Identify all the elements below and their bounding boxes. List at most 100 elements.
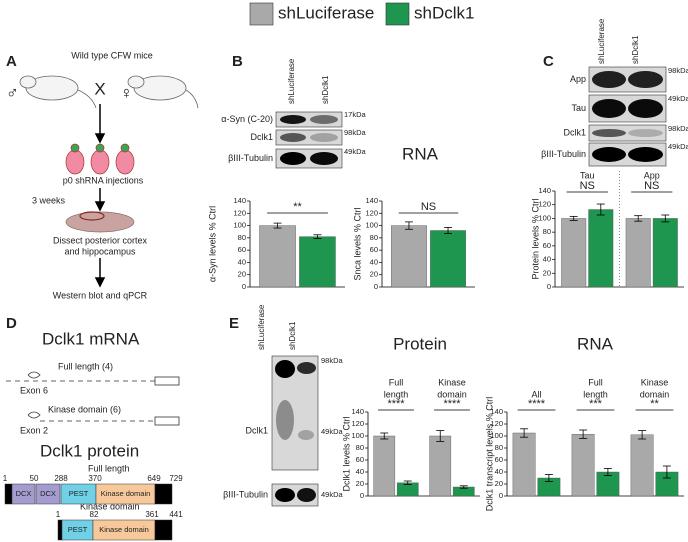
lane-label: shLuciferase: [287, 58, 296, 104]
y-tick-label: 80: [356, 443, 364, 452]
label: Kinase domain: [80, 501, 140, 511]
residue-number: 50: [30, 474, 39, 483]
lane-label: shDclk1: [321, 75, 330, 104]
size-marker: 98kDa: [344, 128, 367, 137]
y-tick-label: 60: [238, 245, 246, 254]
error-bar: [603, 467, 612, 477]
category-label: Full: [389, 377, 404, 387]
error-bar: [404, 221, 413, 230]
y-tick-label: 80: [543, 227, 551, 236]
category-label: Kinase: [641, 377, 669, 387]
legend-swatch: [385, 2, 410, 26]
y-tick-label: 140: [351, 407, 364, 416]
y-tick-label: 60: [495, 455, 503, 464]
legend-label: shDclk1: [414, 3, 474, 22]
label: Kinase domain (6): [48, 404, 121, 414]
y-tick-label: 80: [495, 443, 503, 452]
bar: [588, 209, 614, 288]
terminal: [57, 519, 63, 541]
error-bar: [520, 428, 529, 438]
bar: [571, 434, 595, 497]
heading: Dclk1 protein: [40, 441, 139, 460]
bar: [512, 432, 536, 497]
blot-band: [275, 360, 295, 378]
y-tick-label: 40: [495, 467, 503, 476]
blot-label: Dclk1: [563, 127, 586, 137]
residue-number: 1: [56, 510, 61, 519]
bar: [299, 236, 336, 288]
y-tick-label: 140: [538, 186, 551, 195]
y-tick-label: 140: [233, 196, 246, 205]
size-marker: 98kDa: [321, 356, 344, 365]
chart-title: Protein: [393, 334, 447, 353]
heading: Dclk1 mRNA: [42, 329, 140, 348]
category-label: All: [531, 389, 541, 399]
error-bar: [313, 234, 322, 239]
y-tick-label: 60: [370, 245, 378, 254]
y-axis-label: Dclk1 levels % Ctrl: [341, 416, 351, 491]
bar: [625, 218, 651, 288]
significance-label: ****: [387, 398, 405, 410]
error-bar: [403, 480, 412, 486]
y-tick-label: 0: [242, 282, 246, 291]
error-bar: [544, 473, 553, 483]
blot-band: [592, 99, 626, 118]
y-tick-label: 140: [365, 196, 378, 205]
y-tick-label: 80: [370, 233, 378, 242]
y-tick-label: 120: [365, 208, 378, 217]
blot-label: βIII-Tubulin: [541, 149, 586, 159]
domain-label: PEST: [68, 525, 88, 534]
blot-band: [628, 129, 663, 137]
panel-letter: C: [543, 53, 554, 70]
error-bar: [380, 432, 389, 440]
y-tick-label: 0: [547, 282, 551, 291]
error-bar: [444, 227, 453, 234]
error-bar: [596, 203, 605, 216]
bar: [391, 225, 427, 288]
blot-band: [310, 115, 338, 124]
terminal: [4, 483, 13, 505]
significance-label: ****: [443, 398, 461, 410]
brain-icon: [65, 211, 135, 233]
lane-label: shDclk1: [288, 321, 297, 350]
error-bar: [634, 215, 643, 222]
y-tick-label: 40: [543, 255, 551, 264]
significance-label: NS: [421, 201, 436, 213]
panel-letter: E: [229, 315, 239, 332]
size-marker: 17kDa: [344, 110, 367, 119]
category-label: App: [644, 170, 660, 180]
category-label: Kinase: [438, 377, 466, 387]
symbol: ♂: [6, 83, 19, 102]
y-tick-label: 60: [543, 241, 551, 250]
y-tick-label: 40: [356, 467, 364, 476]
y-tick-label: 100: [365, 221, 378, 230]
blot-label: βIII-Tubulin: [228, 153, 273, 163]
symbol: X: [94, 79, 105, 98]
mouse-icon: [19, 75, 199, 109]
panel-letter: A: [6, 53, 17, 70]
error-bar: [273, 222, 282, 229]
y-tick-label: 100: [233, 221, 246, 230]
label: and hippocampus: [64, 246, 136, 256]
residue-number: 361: [145, 510, 159, 519]
terminal: [154, 483, 173, 505]
category-label: domain: [640, 389, 670, 399]
y-tick-label: 20: [356, 479, 364, 488]
blot-label: Dclk1: [250, 132, 273, 142]
arrow: [94, 104, 106, 288]
panel-letter: D: [6, 315, 17, 332]
label: 3 weeks: [32, 195, 66, 205]
bar: [373, 435, 396, 497]
size-marker: 98kDa: [668, 124, 688, 133]
label: Full length (4): [58, 361, 113, 371]
blot-band: [280, 133, 306, 142]
y-tick-label: 40: [370, 257, 378, 266]
y-tick-label: 20: [238, 270, 246, 279]
significance-label: **: [650, 398, 659, 410]
y-tick-label: 0: [360, 491, 364, 500]
size-marker: 49kDa: [668, 94, 688, 103]
blot-band: [628, 147, 663, 162]
y-tick-label: 20: [495, 479, 503, 488]
error-bar: [661, 214, 670, 223]
